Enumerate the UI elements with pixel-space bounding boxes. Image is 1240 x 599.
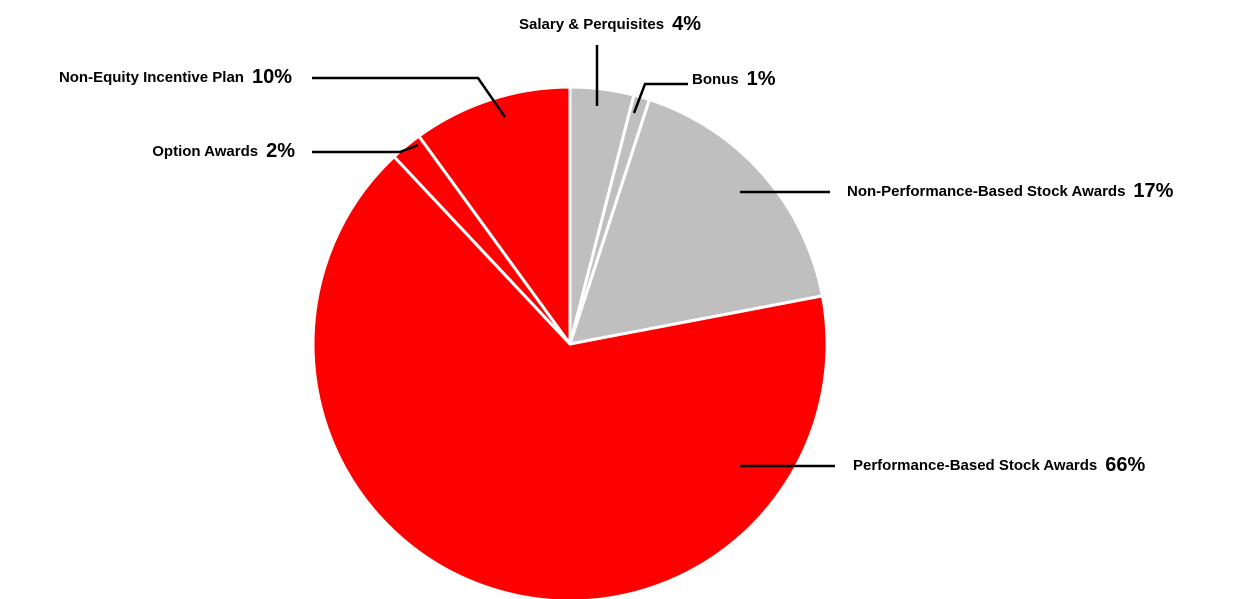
slice-value: 10% bbox=[252, 66, 292, 88]
pie-slice bbox=[311, 155, 829, 599]
slice-value: 17% bbox=[1133, 180, 1173, 202]
slice-value: 2% bbox=[266, 140, 295, 162]
slice-label: Non-Equity Incentive Plan 10% bbox=[59, 66, 292, 88]
leader-line bbox=[312, 143, 419, 154]
slice-name: Bonus bbox=[692, 71, 739, 88]
slice-label: Non-Performance-Based Stock Awards 17% bbox=[847, 180, 1174, 202]
slice-name: Non-Performance-Based Stock Awards bbox=[847, 183, 1125, 200]
leader-line bbox=[632, 82, 688, 114]
slice-label: Performance-Based Stock Awards 66% bbox=[853, 454, 1146, 476]
leader-line bbox=[312, 76, 507, 118]
pie-slice bbox=[568, 98, 824, 346]
slice-name: Salary & Perquisites bbox=[519, 16, 664, 33]
slice-label: Bonus 1% bbox=[692, 68, 776, 90]
slice-value: 66% bbox=[1105, 454, 1145, 476]
slice-name: Performance-Based Stock Awards bbox=[853, 457, 1097, 474]
slice-name: Option Awards bbox=[152, 143, 258, 160]
slice-label: Option Awards 2% bbox=[152, 140, 295, 162]
pie-slice bbox=[417, 85, 572, 346]
slice-value: 4% bbox=[672, 13, 701, 35]
slice-label: Salary & Perquisites 4% bbox=[519, 13, 701, 35]
slice-value: 1% bbox=[747, 68, 776, 90]
slice-name: Non-Equity Incentive Plan bbox=[59, 69, 244, 86]
